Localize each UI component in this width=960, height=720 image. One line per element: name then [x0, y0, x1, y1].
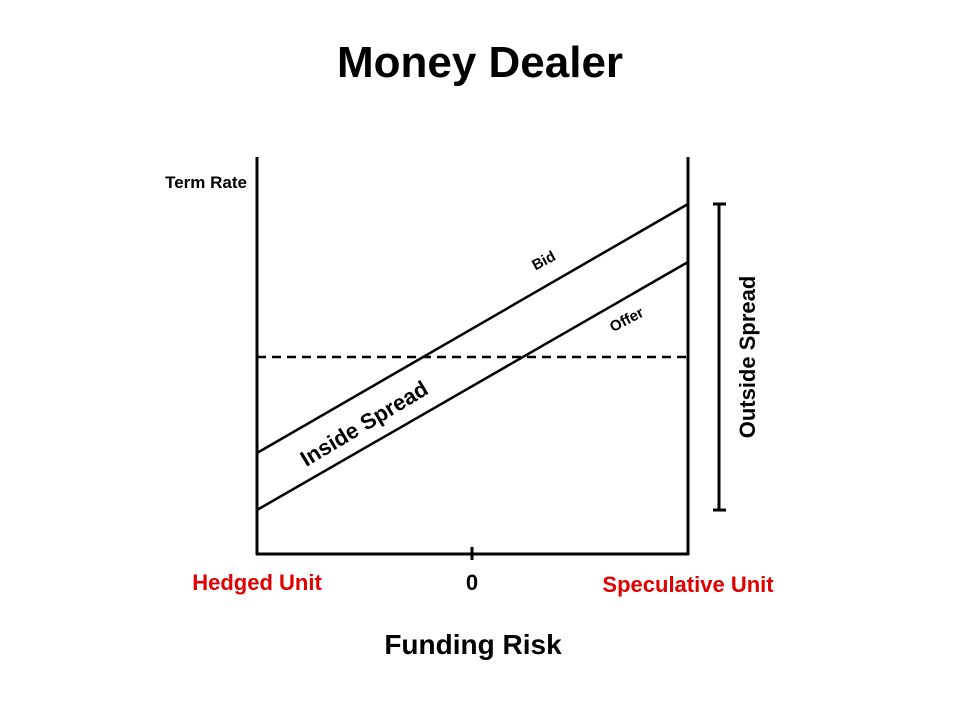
bid-line	[256, 202, 689, 455]
speculative-unit-label: Speculative Unit	[602, 572, 774, 597]
offer-label: Offer	[607, 304, 647, 336]
diagram-title: Money Dealer	[337, 38, 623, 87]
bid-label: Bid	[529, 248, 558, 274]
y-axis-label: Term Rate	[165, 173, 247, 192]
offer-line	[256, 260, 689, 512]
outside-spread-label: Outside Spread	[735, 276, 760, 439]
x-axis-title: Funding Risk	[384, 629, 562, 660]
hedged-unit-label: Hedged Unit	[192, 570, 322, 595]
origin-zero-label: 0	[466, 570, 478, 595]
